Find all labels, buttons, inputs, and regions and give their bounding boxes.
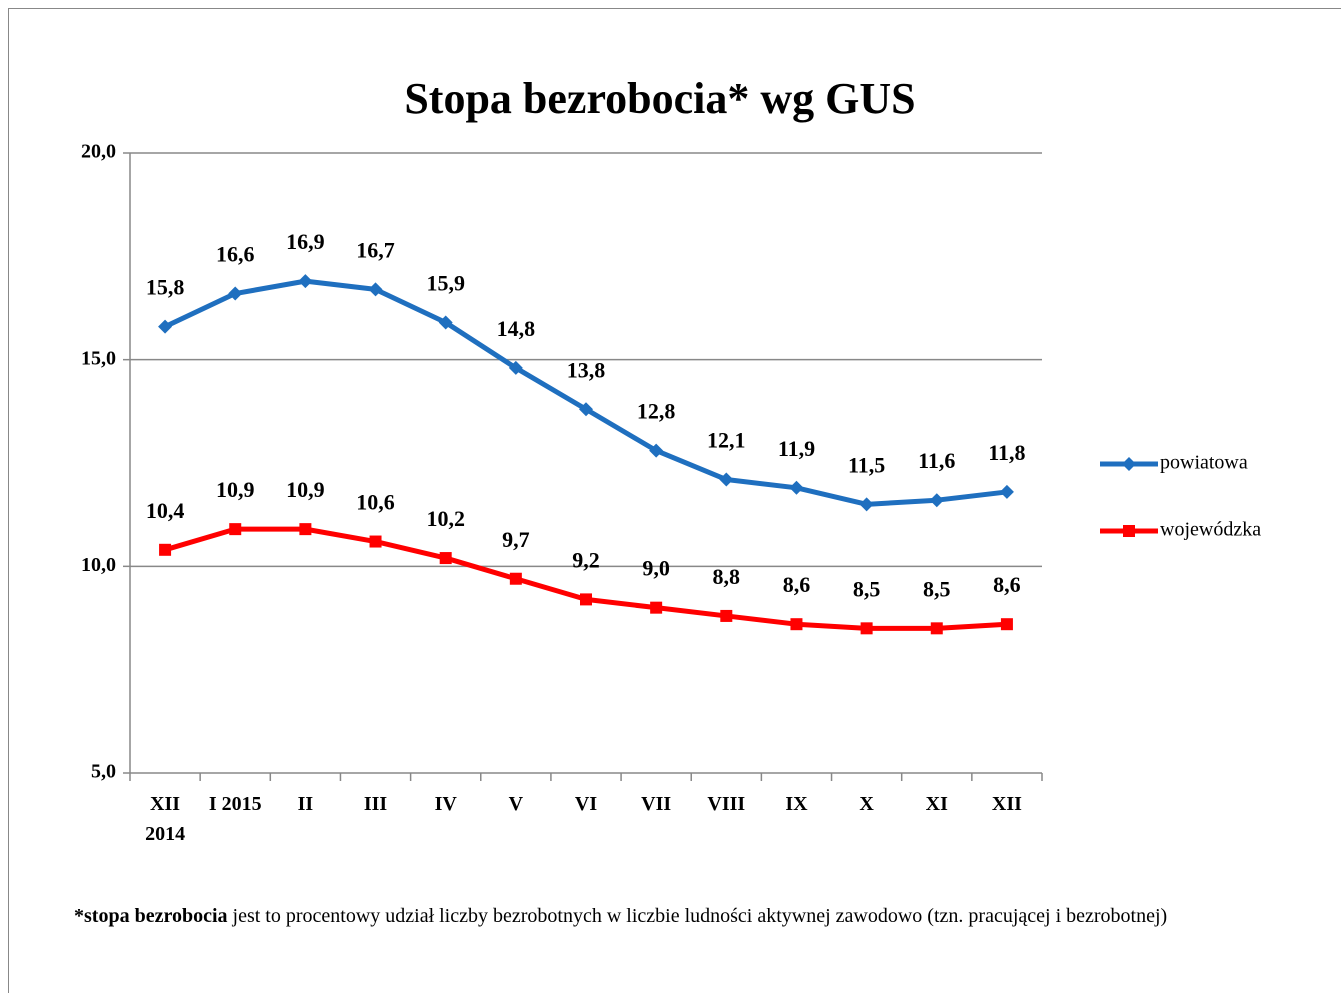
footnote: *stopa bezrobocia jest to procentowy udz… bbox=[74, 902, 1234, 931]
y-tick-label: 5,0 bbox=[91, 761, 116, 783]
data-label: 12,8 bbox=[637, 399, 676, 424]
point bbox=[860, 622, 873, 635]
point bbox=[158, 319, 173, 334]
point bbox=[1000, 618, 1013, 631]
point bbox=[649, 443, 664, 458]
point bbox=[650, 601, 663, 614]
x-tick-label: VII bbox=[641, 793, 672, 815]
data-label: 16,6 bbox=[216, 242, 255, 267]
data-label: 12,1 bbox=[707, 428, 746, 453]
frame bbox=[8, 8, 1341, 993]
x-tick-label: I 2015 bbox=[208, 793, 262, 815]
point bbox=[789, 480, 804, 495]
point bbox=[930, 622, 943, 635]
x-tick-label: III bbox=[363, 793, 388, 815]
x-tick-label: VI bbox=[574, 793, 598, 815]
point bbox=[719, 472, 734, 487]
x-tick-label: V bbox=[508, 793, 524, 815]
data-label: 15,8 bbox=[146, 275, 185, 300]
data-label: 8,6 bbox=[783, 572, 811, 597]
point bbox=[859, 497, 874, 512]
legend-label: wojewódzka bbox=[1160, 519, 1261, 541]
data-label: 11,5 bbox=[848, 452, 885, 477]
data-label: 9,7 bbox=[502, 527, 530, 552]
point bbox=[509, 572, 522, 585]
data-label: 16,7 bbox=[356, 237, 395, 262]
data-label: 10,9 bbox=[286, 477, 325, 502]
point bbox=[369, 535, 382, 548]
data-label: 11,6 bbox=[918, 448, 955, 473]
y-tick-label: 20,0 bbox=[81, 141, 116, 163]
data-label: 9,2 bbox=[572, 547, 600, 572]
point bbox=[929, 493, 944, 508]
data-label: 8,8 bbox=[713, 564, 741, 589]
point bbox=[368, 282, 383, 297]
point bbox=[439, 552, 452, 565]
data-label: 10,9 bbox=[216, 477, 255, 502]
point bbox=[508, 360, 523, 375]
data-label: 16,9 bbox=[286, 229, 325, 254]
data-label: 11,9 bbox=[778, 436, 815, 461]
data-label: 10,6 bbox=[356, 490, 395, 515]
data-label: 10,4 bbox=[146, 498, 185, 523]
x-tick-label: VIII bbox=[707, 793, 746, 815]
point bbox=[999, 484, 1014, 499]
x-tick-label: IV bbox=[434, 793, 457, 815]
point bbox=[438, 315, 453, 330]
x-tick-label: XI bbox=[925, 793, 948, 815]
x-tick-label: IX bbox=[785, 793, 808, 815]
point bbox=[580, 593, 592, 606]
y-tick-label: 15,0 bbox=[81, 347, 116, 369]
data-label: 11,8 bbox=[988, 440, 1025, 465]
point bbox=[159, 543, 172, 556]
legend-marker bbox=[1123, 525, 1135, 537]
point bbox=[229, 523, 242, 536]
data-label: 15,9 bbox=[426, 271, 465, 296]
point bbox=[790, 618, 803, 631]
data-label: 8,5 bbox=[923, 576, 951, 601]
x-tick-label: II bbox=[297, 793, 314, 815]
x-tick-label: XII bbox=[991, 793, 1022, 815]
series-line bbox=[164, 526, 1008, 631]
footnote-term: *stopa bezrobocia bbox=[74, 905, 228, 927]
legend-marker bbox=[1122, 457, 1136, 471]
y-tick-label: 10,0 bbox=[81, 554, 116, 576]
point bbox=[720, 609, 733, 622]
x-tick-label: XII 2014 bbox=[145, 793, 186, 845]
footnote-text: jest to procentowy udział liczby bezrobo… bbox=[227, 905, 1168, 927]
legend-label: powiatowa bbox=[1160, 452, 1248, 474]
data-label: 10,2 bbox=[426, 506, 465, 531]
point bbox=[579, 402, 593, 417]
x-tick-label: X bbox=[859, 793, 874, 815]
point bbox=[298, 274, 313, 289]
point bbox=[228, 286, 243, 301]
chart-title: Stopa bezrobocia* wg GUS bbox=[404, 74, 915, 123]
data-label: 13,8 bbox=[567, 357, 606, 382]
point bbox=[299, 523, 312, 536]
data-label: 9,0 bbox=[642, 556, 670, 581]
data-label: 14,8 bbox=[497, 316, 536, 341]
data-label: 8,5 bbox=[853, 576, 881, 601]
data-label: 8,6 bbox=[993, 572, 1021, 597]
